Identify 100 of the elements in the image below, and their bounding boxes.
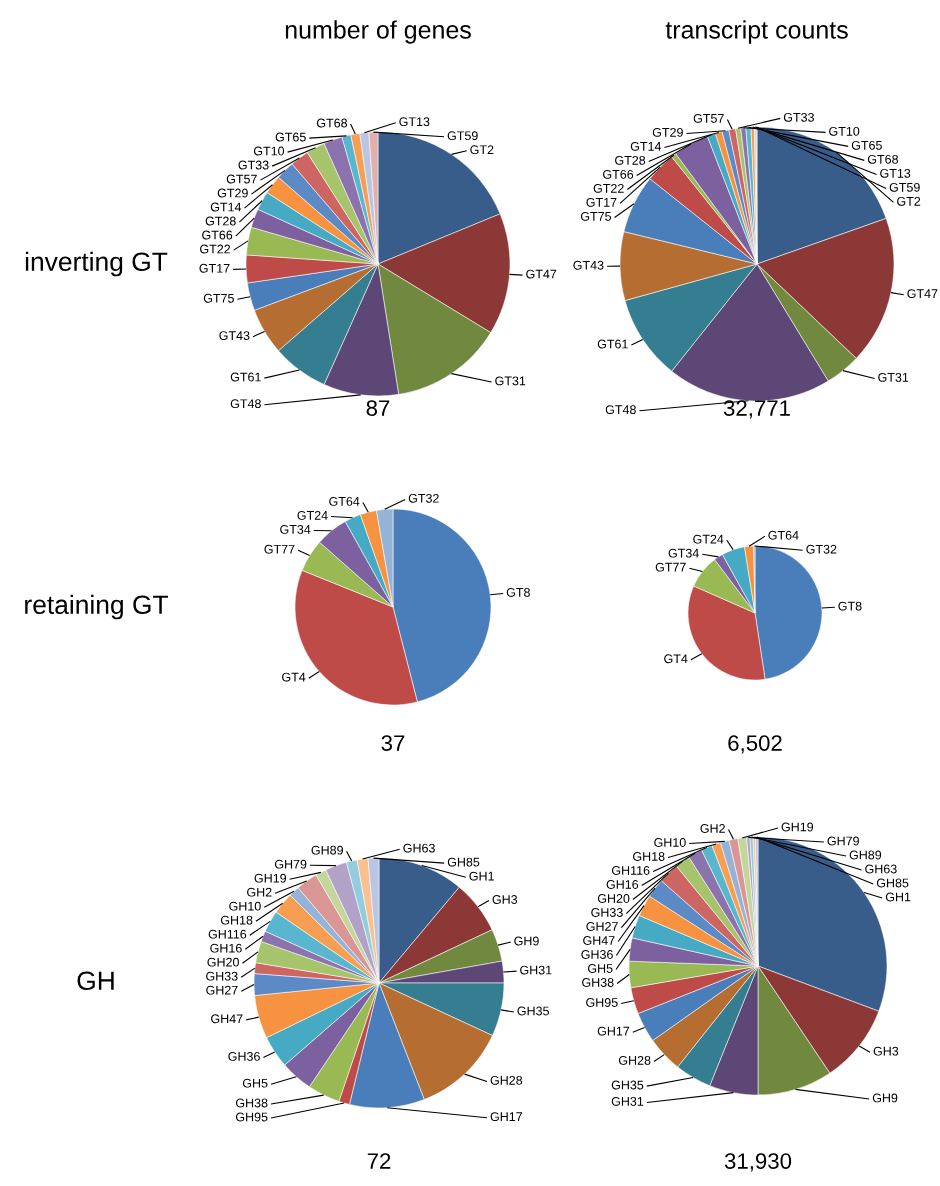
- slice-label: GT68: [867, 154, 899, 164]
- slice-label: GT14: [630, 141, 662, 151]
- slice-label: GH18: [220, 915, 253, 925]
- text: 32,771: [723, 400, 790, 419]
- slice-label: GT22: [593, 183, 624, 193]
- text: 72: [367, 1153, 391, 1169]
- slice-label: GT28: [615, 155, 646, 165]
- slice-label: GH20: [597, 894, 630, 903]
- slice-label: GT17: [199, 263, 230, 273]
- chart-title: number of genes: [285, 20, 471, 44]
- slice-label: GH28: [490, 1075, 523, 1085]
- slice-label: GT64: [329, 496, 360, 506]
- slice-label: GT2: [470, 145, 494, 155]
- slice-label: GH31: [520, 965, 552, 975]
- slice-label: GT48: [605, 405, 636, 415]
- slice-label: GT8: [506, 587, 530, 597]
- slice-label: GH95: [586, 998, 618, 1007]
- slice-label: GT61: [597, 339, 628, 349]
- slice-label: GT75: [580, 211, 612, 221]
- slice-label: GH19: [254, 873, 287, 883]
- slice-label: GH116: [611, 866, 650, 875]
- slice-label: GH33: [591, 908, 623, 917]
- slice-label: GT31: [495, 376, 526, 386]
- slice-label: GH31: [611, 1096, 644, 1106]
- slice-label: GH1: [885, 892, 911, 902]
- text: 87: [366, 400, 390, 416]
- slice-label: GH36: [228, 1051, 260, 1061]
- slice-label: GT22: [200, 244, 231, 254]
- slice-label: GT10: [253, 146, 285, 156]
- slice-label: GT10: [829, 126, 860, 136]
- slice-label: GT59: [889, 182, 920, 192]
- slice-label: GT65: [851, 140, 882, 150]
- slice-label: GT28: [205, 216, 236, 226]
- slice-label: GH38: [235, 1098, 268, 1108]
- slice-label: GH28: [618, 1055, 651, 1065]
- text: 31,930: [724, 1153, 792, 1172]
- slice-label: GT43: [573, 260, 604, 270]
- slice-label: GH16: [210, 943, 242, 953]
- slice-label: GH35: [517, 1006, 549, 1016]
- slice-label: GH5: [242, 1078, 268, 1088]
- slice-label: GT77: [264, 544, 295, 554]
- slice-label: GH19: [781, 822, 814, 832]
- slice-label: GH63: [403, 843, 435, 853]
- slice-label: GT75: [203, 293, 234, 303]
- slice-label: GT64: [768, 530, 799, 540]
- slice-label: GT43: [219, 331, 250, 341]
- slice-label: GH38: [582, 978, 614, 987]
- slice-label: GT8: [838, 601, 862, 611]
- slice-label: GH2: [700, 824, 725, 833]
- slice-label: GT59: [447, 131, 478, 141]
- slice-label: GH17: [597, 1026, 630, 1036]
- text: 37: [381, 735, 405, 751]
- slice-label: GT31: [878, 372, 909, 382]
- slice-label: GT61: [230, 372, 261, 382]
- slice-label: GH17: [490, 1112, 523, 1122]
- slice-label: GH27: [586, 922, 618, 931]
- slice-label: GT34: [280, 524, 311, 534]
- slice-label: GT66: [603, 169, 634, 179]
- slice-label: GT13: [399, 117, 430, 127]
- slice-label: GT29: [652, 127, 683, 137]
- slice-label: GT2: [897, 196, 921, 206]
- text: inverting GT: [25, 251, 168, 277]
- slice-label: GH89: [849, 850, 882, 860]
- text: retaining GT: [25, 594, 168, 620]
- slice-label: GH10: [654, 838, 686, 847]
- slice-label: GT34: [668, 548, 699, 558]
- slice-label: GH85: [447, 857, 480, 867]
- slice-label: GH36: [581, 950, 613, 959]
- slice-label: GT4: [664, 654, 688, 664]
- slice-label: GH3: [873, 1046, 899, 1056]
- slice-label: GT32: [806, 544, 837, 554]
- slice-label: GT17: [586, 197, 617, 207]
- slice-label: GH27: [206, 985, 238, 995]
- slice-label: GT47: [907, 289, 938, 299]
- chart-title: transcript counts: [665, 20, 848, 44]
- text: 6,502: [728, 735, 782, 754]
- slice-label: GT48: [230, 399, 261, 409]
- slice-label: GH9: [514, 936, 539, 946]
- slice-label: GH47: [583, 936, 615, 945]
- slice-label: GT47: [526, 269, 557, 279]
- slice-label: GT57: [226, 174, 257, 184]
- slice-label: GT13: [880, 168, 911, 178]
- slice-label: GH79: [274, 859, 307, 869]
- slice-label: GT14: [210, 202, 242, 212]
- slice-label: GT33: [783, 112, 814, 122]
- slice-label: GH79: [827, 836, 859, 846]
- slice-label: GT4: [282, 672, 306, 682]
- slice-label: GT32: [408, 493, 439, 503]
- slice-label: GT57: [693, 113, 724, 123]
- slice-label: GT66: [202, 230, 233, 240]
- slice-label: GH1: [469, 871, 494, 881]
- slice-label: GH85: [876, 878, 909, 888]
- slice-label: GH116: [208, 929, 247, 939]
- slice-label: GT24: [693, 534, 724, 544]
- text: GH: [77, 971, 114, 991]
- slice-label: GH47: [211, 1014, 243, 1024]
- slice-label: GT24: [297, 510, 328, 520]
- slice-label: GT33: [238, 160, 269, 170]
- slice-label: GT68: [316, 118, 348, 128]
- slice-label: GT29: [217, 188, 248, 198]
